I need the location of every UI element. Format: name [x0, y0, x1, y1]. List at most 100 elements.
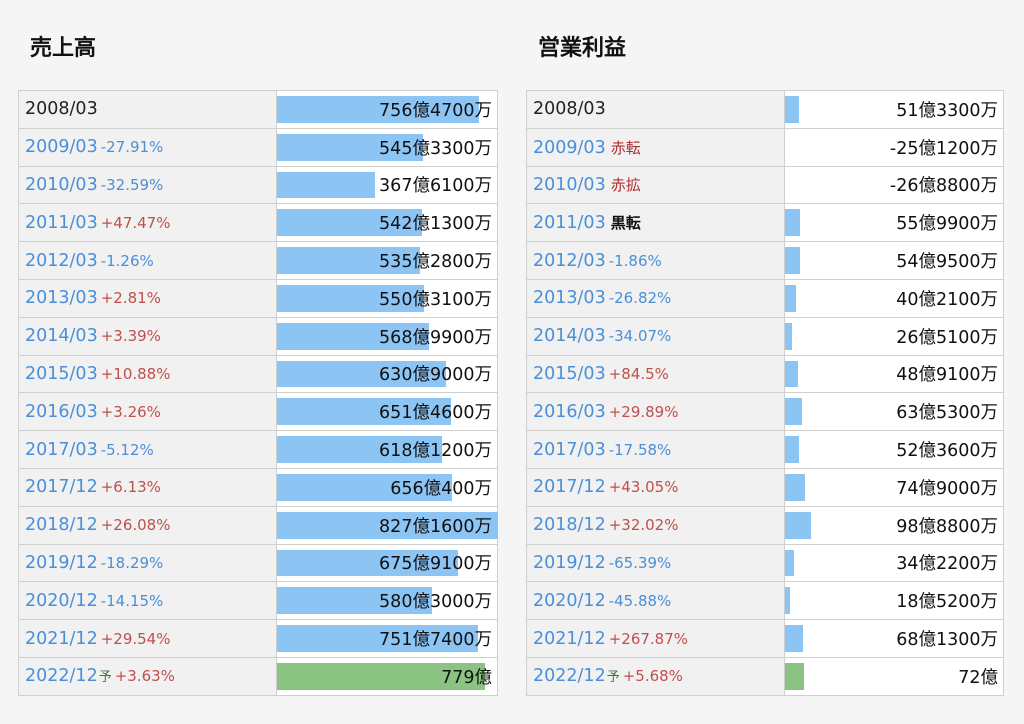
period-cell[interactable]: 2015/03 +84.5% — [526, 354, 785, 394]
change-rate: -32.59% — [100, 175, 164, 194]
value-cell: 545億3300万 — [276, 127, 498, 167]
period-cell[interactable]: 2021/12 +267.87% — [526, 619, 785, 658]
period-cell[interactable]: 2017/12 +43.05% — [526, 467, 785, 507]
period-link[interactable]: 2021/12 — [25, 628, 98, 649]
period-link[interactable]: 2014/03 — [533, 326, 606, 347]
period-cell[interactable]: 2012/03 -1.86% — [526, 241, 785, 280]
period-cell[interactable]: 2021/12 +29.54% — [18, 619, 277, 658]
period-link[interactable]: 2018/12 — [25, 515, 98, 536]
table-row: 2021/12 +29.54% 751億7400万 — [18, 619, 498, 658]
value-text: 367億6100万 — [379, 176, 492, 197]
period-cell[interactable]: 2014/03 +3.39% — [18, 316, 277, 356]
value-text: 545億3300万 — [379, 138, 492, 159]
value-cell: -26億8800万 — [784, 165, 1004, 205]
status-tag: 赤転 — [610, 138, 641, 157]
period-link[interactable]: 2022/12 — [533, 666, 606, 687]
period-link[interactable]: 2009/03 — [533, 137, 606, 158]
period-link[interactable]: 2010/03 — [25, 174, 98, 195]
value-text: 779億 — [441, 667, 492, 688]
period-link[interactable]: 2017/03 — [25, 439, 98, 460]
period-link[interactable]: 2016/03 — [533, 401, 606, 422]
period-link[interactable]: 2022/12 — [25, 666, 98, 687]
period-link[interactable]: 2016/03 — [25, 401, 98, 422]
period-link[interactable]: 2020/12 — [25, 590, 98, 611]
period-link[interactable]: 2017/12 — [25, 477, 98, 498]
period-link[interactable]: 2017/12 — [533, 477, 606, 498]
period-cell[interactable]: 2010/03 赤拡 — [526, 165, 785, 205]
value-bar — [785, 322, 792, 350]
change-rate: +267.87% — [608, 629, 689, 648]
period-cell[interactable]: 2013/03 +2.81% — [18, 278, 277, 318]
period-cell[interactable]: 2017/03 -17.58% — [526, 430, 785, 469]
value-bar — [277, 625, 478, 652]
period-cell[interactable]: 2019/12 -65.39% — [526, 543, 785, 583]
value-cell: 52億3600万 — [784, 430, 1004, 469]
period-cell[interactable]: 2016/03 +3.26% — [18, 392, 277, 432]
period-cell[interactable]: 2011/03 +47.47% — [18, 203, 277, 243]
period-link[interactable]: 2012/03 — [533, 250, 606, 271]
value-text: 54億9500万 — [896, 252, 998, 273]
value-cell: -25億1200万 — [784, 127, 1004, 167]
value-bar — [277, 322, 429, 350]
period-link[interactable]: 2014/03 — [25, 326, 98, 347]
value-bar — [277, 209, 422, 237]
period-cell[interactable]: 2018/12 +32.02% — [526, 505, 785, 545]
period-link[interactable]: 2021/12 — [533, 628, 606, 649]
table-row: 2013/03 -26.82% 40億2100万 — [526, 278, 1004, 318]
value-cell: 68億1300万 — [784, 619, 1004, 658]
table-row: 2017/03 -5.12% 618億1200万 — [18, 430, 498, 469]
period-link[interactable]: 2017/03 — [533, 439, 606, 460]
period-cell[interactable]: 2014/03 -34.07% — [526, 316, 785, 356]
value-text: 55億9900万 — [896, 214, 998, 235]
period-cell[interactable]: 2019/12 -18.29% — [18, 543, 277, 583]
period-link[interactable]: 2011/03 — [533, 213, 606, 234]
period-link[interactable]: 2018/12 — [533, 515, 606, 536]
period-cell[interactable]: 2018/12 +26.08% — [18, 505, 277, 545]
value-text: 535億2800万 — [379, 252, 492, 273]
period-cell[interactable]: 2022/12予 +5.68% — [526, 656, 785, 696]
period-cell[interactable]: 2010/03 -32.59% — [18, 165, 277, 205]
period-cell[interactable]: 2011/03 黒転 — [526, 203, 785, 243]
period-cell[interactable]: 2020/12 -14.15% — [18, 581, 277, 621]
period-cell[interactable]: 2012/03 -1.26% — [18, 241, 277, 280]
period-link[interactable]: 2015/03 — [25, 363, 98, 384]
period-link[interactable]: 2012/03 — [25, 250, 98, 271]
value-bar — [785, 209, 800, 237]
period-link[interactable]: 2011/03 — [25, 212, 98, 233]
period-link: 2008/03 — [533, 99, 606, 120]
table-row: 2011/03 +47.47% 542億1300万 — [18, 203, 498, 243]
change-rate: -5.12% — [100, 440, 154, 459]
change-rate: +29.89% — [608, 402, 679, 421]
table-row: 2008/03 756億4700万 — [18, 90, 498, 129]
period-link[interactable]: 2009/03 — [25, 137, 98, 158]
period-link[interactable]: 2019/12 — [25, 552, 98, 573]
table-row: 2015/03 +10.88% 630億9000万 — [18, 354, 498, 394]
value-cell: 751億7400万 — [276, 619, 498, 658]
period-cell[interactable]: 2020/12 -45.88% — [526, 581, 785, 621]
period-cell[interactable]: 2015/03 +10.88% — [18, 354, 277, 394]
period-cell[interactable]: 2009/03 赤転 — [526, 127, 785, 167]
period-link[interactable]: 2019/12 — [533, 552, 606, 573]
period-link[interactable]: 2013/03 — [25, 288, 98, 309]
value-bar — [277, 360, 446, 388]
value-bar — [277, 511, 498, 539]
change-rate: -17.58% — [608, 440, 672, 459]
table-row: 2020/12 -14.15% 580億3000万 — [18, 581, 498, 621]
change-rate: -45.88% — [608, 591, 672, 610]
period-cell[interactable]: 2022/12予 +3.63% — [18, 656, 277, 696]
period-link[interactable]: 2010/03 — [533, 175, 606, 196]
table-row: 2018/12 +32.02% 98億8800万 — [526, 505, 1004, 545]
value-text: 74億9000万 — [896, 478, 998, 499]
period-link[interactable]: 2013/03 — [533, 288, 606, 309]
period-cell[interactable]: 2017/12 +6.13% — [18, 467, 277, 507]
value-text: 40億2100万 — [896, 289, 998, 310]
period-cell[interactable]: 2009/03 -27.91% — [18, 127, 277, 167]
period-link[interactable]: 2020/12 — [533, 590, 606, 611]
forecast-bar — [785, 662, 804, 690]
table-row: 2019/12 -18.29% 675億9100万 — [18, 543, 498, 583]
period-cell[interactable]: 2017/03 -5.12% — [18, 430, 277, 469]
period-link[interactable]: 2015/03 — [533, 363, 606, 384]
period-cell[interactable]: 2013/03 -26.82% — [526, 278, 785, 318]
period-cell[interactable]: 2016/03 +29.89% — [526, 392, 785, 432]
table-row: 2008/03 51億3300万 — [526, 90, 1004, 129]
